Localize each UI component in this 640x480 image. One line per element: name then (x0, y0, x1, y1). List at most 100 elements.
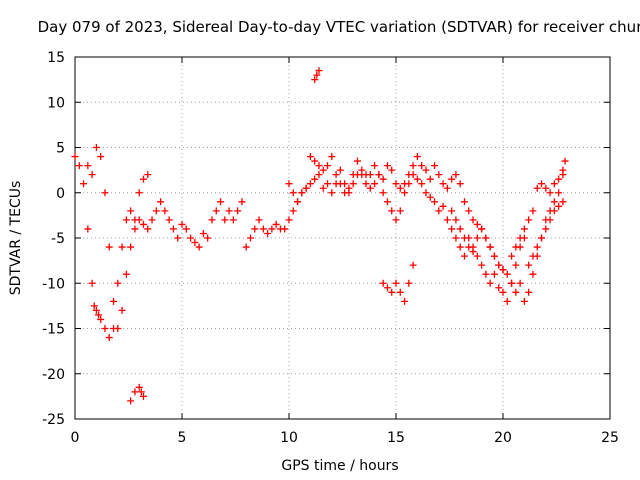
data-point (520, 225, 528, 233)
data-point (486, 279, 494, 287)
data-point (561, 157, 569, 165)
data-point (448, 225, 456, 233)
data-point (392, 180, 400, 188)
data-point (473, 252, 481, 260)
data-point (439, 202, 447, 210)
data-point (217, 198, 225, 206)
data-point (482, 270, 490, 278)
data-point (443, 216, 451, 224)
data-point (529, 207, 537, 215)
data-point (105, 334, 113, 342)
data-point (315, 162, 323, 170)
data-point (131, 216, 139, 224)
data-point (495, 261, 503, 269)
y-tick-label: 10 (47, 95, 65, 111)
data-point (388, 288, 396, 296)
data-point (452, 171, 460, 179)
data-point (127, 243, 135, 251)
data-point (392, 279, 400, 287)
data-point (366, 171, 374, 179)
y-tick-label: 0 (56, 186, 65, 202)
data-point (405, 171, 413, 179)
data-point (294, 198, 302, 206)
data-point (97, 315, 105, 323)
data-point (313, 71, 321, 79)
data-point (289, 207, 297, 215)
data-point (473, 234, 481, 242)
data-point (388, 166, 396, 174)
data-point (383, 198, 391, 206)
data-point (371, 162, 379, 170)
y-tick-label: -20 (42, 367, 65, 383)
data-point (469, 216, 477, 224)
data-point (285, 180, 293, 188)
data-point (165, 216, 173, 224)
data-point (516, 234, 524, 242)
data-point (204, 234, 212, 242)
data-point (152, 207, 160, 215)
data-point (285, 216, 293, 224)
data-point (306, 180, 314, 188)
data-point (311, 76, 319, 84)
data-point (508, 252, 516, 260)
data-point (465, 207, 473, 215)
data-point (315, 67, 323, 75)
data-point (302, 184, 310, 192)
data-point (456, 225, 464, 233)
data-point (324, 162, 332, 170)
data-point (139, 392, 147, 400)
data-point (426, 175, 434, 183)
data-point (328, 189, 336, 197)
data-point (473, 220, 481, 228)
data-point (264, 229, 272, 237)
data-point (503, 270, 511, 278)
data-point (349, 180, 357, 188)
data-point (268, 225, 276, 233)
x-tick-label: 0 (71, 430, 80, 446)
data-point (465, 243, 473, 251)
data-point (289, 189, 297, 197)
data-point (336, 166, 344, 174)
data-point (255, 216, 263, 224)
data-point (242, 243, 250, 251)
x-tick-label: 20 (494, 430, 512, 446)
data-point (525, 261, 533, 269)
data-point (542, 225, 550, 233)
data-point (448, 175, 456, 183)
x-axis-label: GPS time / hours (281, 458, 398, 474)
data-point (110, 297, 118, 305)
data-point (379, 189, 387, 197)
data-point (431, 162, 439, 170)
data-point (95, 311, 103, 319)
data-point (234, 207, 242, 215)
data-point (118, 243, 126, 251)
data-point (139, 220, 147, 228)
data-point (105, 243, 113, 251)
data-point (324, 180, 332, 188)
data-point (460, 198, 468, 206)
data-point (375, 171, 383, 179)
data-point (174, 234, 182, 242)
data-point (148, 216, 156, 224)
data-point (392, 216, 400, 224)
data-point (332, 171, 340, 179)
data-point (405, 279, 413, 287)
data-point (379, 279, 387, 287)
data-point (396, 288, 404, 296)
data-point (508, 279, 516, 287)
data-point (135, 383, 143, 391)
data-point (525, 288, 533, 296)
data-point (486, 243, 494, 251)
data-point (101, 189, 109, 197)
data-point (362, 180, 370, 188)
y-tick-label: -25 (42, 412, 65, 428)
data-point (272, 220, 280, 228)
data-point (225, 207, 233, 215)
data-point (516, 279, 524, 287)
data-point (396, 207, 404, 215)
data-point (306, 153, 314, 161)
data-point (341, 189, 349, 197)
data-point (443, 184, 451, 192)
data-point (422, 166, 430, 174)
grid-lines (75, 57, 610, 419)
